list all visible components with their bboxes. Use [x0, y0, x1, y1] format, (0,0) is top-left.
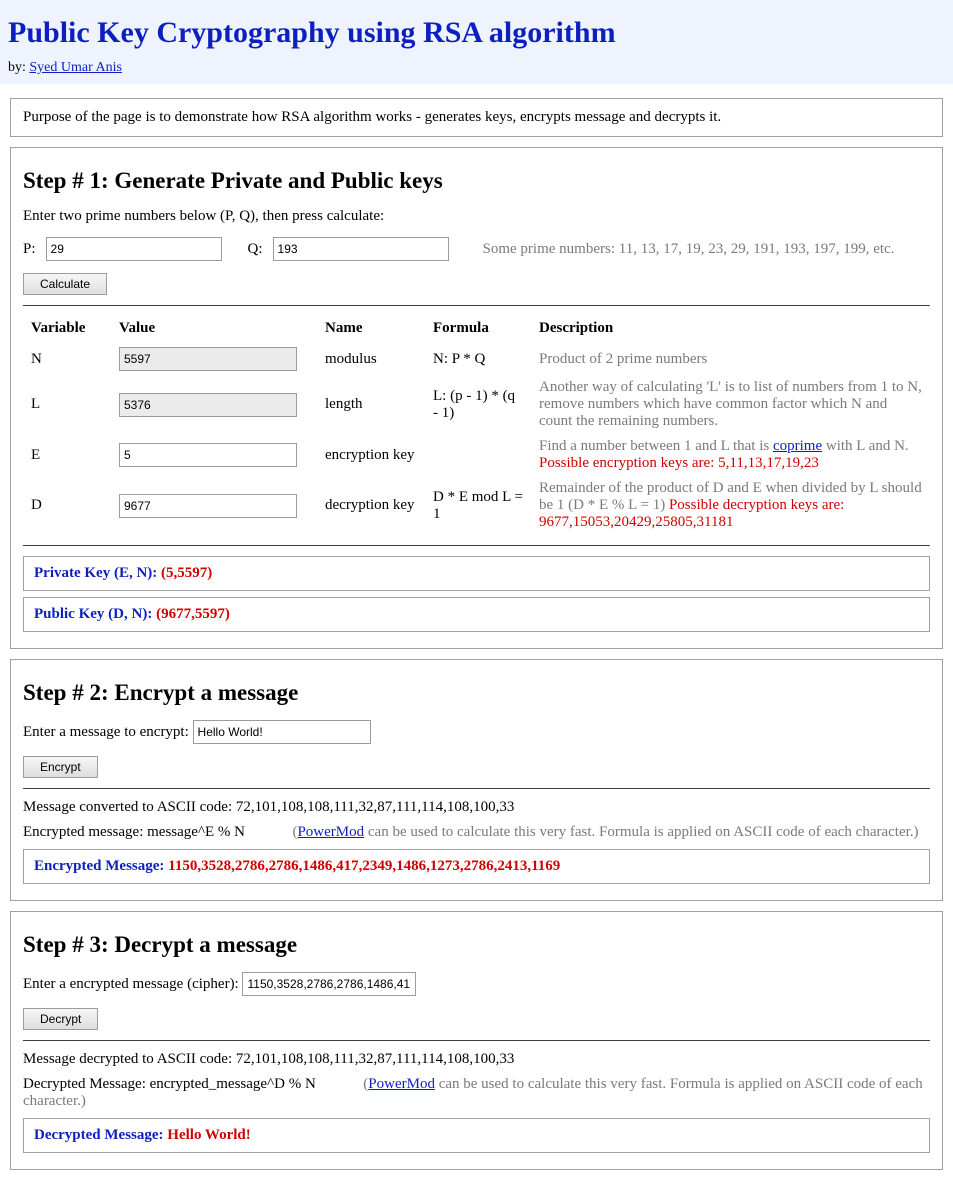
d-name: decryption key: [317, 476, 425, 535]
variables-table: Variable Value Name Formula Description …: [23, 316, 930, 535]
p-input[interactable]: [46, 237, 222, 261]
q-input[interactable]: [273, 237, 449, 261]
step1-title: Step # 1: Generate Private and Public ke…: [23, 168, 930, 194]
var-l: L: [23, 375, 111, 434]
table-row: D decryption key D * E mod L = 1 Remaind…: [23, 476, 930, 535]
p-label: P:: [23, 241, 36, 258]
table-row: L length L: (p - 1) * (q - 1) Another wa…: [23, 375, 930, 434]
table-row: N modulus N: P * Q Product of 2 prime nu…: [23, 343, 930, 375]
step1-panel: Step # 1: Generate Private and Public ke…: [10, 147, 943, 649]
col-name: Name: [317, 316, 425, 343]
private-key-label: Private Key (E, N):: [34, 565, 161, 581]
l-formula: L: (p - 1) * (q - 1): [425, 375, 531, 434]
encrypt-button[interactable]: Encrypt: [23, 756, 98, 778]
public-key-label: Public Key (D, N):: [34, 606, 156, 622]
prime-hint: Some prime numbers: 11, 13, 17, 19, 23, …: [483, 241, 895, 258]
divider: [23, 1040, 930, 1041]
encrypted-message-box: Encrypted Message: 1150,3528,2786,2786,1…: [23, 849, 930, 884]
byline: by: Syed Umar Anis: [8, 60, 945, 76]
by-prefix: by:: [8, 60, 29, 75]
e-name: encryption key: [317, 434, 425, 476]
n-formula: N: P * Q: [425, 343, 531, 375]
table-row: E encryption key Find a number between 1…: [23, 434, 930, 476]
d-desc: Remainder of the product of D and E when…: [531, 476, 930, 535]
l-value: [119, 393, 297, 417]
encrypted-label: Encrypted Message:: [34, 858, 168, 874]
encrypted-value: 1150,3528,2786,2786,1486,417,2349,1486,1…: [168, 858, 560, 874]
step1-prompt: Enter two prime numbers below (P, Q), th…: [23, 208, 930, 225]
divider: [23, 788, 930, 789]
coprime-link[interactable]: coprime: [773, 438, 822, 454]
decrypt-formula-line: Decrypted Message: encrypted_message^D %…: [23, 1076, 930, 1110]
n-name: modulus: [317, 343, 425, 375]
step2-title: Step # 2: Encrypt a message: [23, 680, 930, 706]
var-n: N: [23, 343, 111, 375]
step3-prompt-row: Enter a encrypted message (cipher):: [23, 972, 930, 996]
decrypted-message-box: Decrypted Message: Hello World!: [23, 1118, 930, 1153]
decrypted-label: Decrypted Message:: [34, 1127, 167, 1143]
pq-row: P: Q: Some prime numbers: 11, 13, 17, 19…: [23, 237, 930, 261]
page-title: Public Key Cryptography using RSA algori…: [8, 16, 945, 50]
public-key-box: Public Key (D, N): (9677,5597): [23, 597, 930, 632]
n-desc: Product of 2 prime numbers: [531, 343, 930, 375]
step3-title: Step # 3: Decrypt a message: [23, 932, 930, 958]
step3-panel: Step # 3: Decrypt a message Enter a encr…: [10, 911, 943, 1170]
col-value: Value: [111, 316, 317, 343]
col-formula: Formula: [425, 316, 531, 343]
col-description: Description: [531, 316, 930, 343]
divider: [23, 545, 930, 546]
d-value[interactable]: [119, 494, 297, 518]
d-formula: D * E mod L = 1: [425, 476, 531, 535]
public-key-value: (9677,5597): [156, 606, 230, 622]
step2-panel: Step # 2: Encrypt a message Enter a mess…: [10, 659, 943, 901]
l-name: length: [317, 375, 425, 434]
var-e: E: [23, 434, 111, 476]
step3-prompt: Enter a encrypted message (cipher):: [23, 976, 242, 992]
ascii-decoded: Message decrypted to ASCII code: 72,101,…: [23, 1051, 930, 1068]
e-value[interactable]: [119, 443, 297, 467]
e-formula: [425, 434, 531, 476]
powermod-link[interactable]: PowerMod: [297, 824, 364, 840]
encrypt-formula-line: Encrypted message: message^E % N (PowerM…: [23, 824, 930, 841]
e-desc: Find a number between 1 and L that is co…: [531, 434, 930, 476]
q-label: Q:: [248, 241, 263, 258]
purpose-panel: Purpose of the page is to demonstrate ho…: [10, 98, 943, 137]
divider: [23, 305, 930, 306]
decrypt-button[interactable]: Decrypt: [23, 1008, 98, 1030]
powermod-link-2[interactable]: PowerMod: [368, 1076, 435, 1092]
purpose-text: Purpose of the page is to demonstrate ho…: [23, 109, 721, 125]
private-key-value: (5,5597): [161, 565, 212, 581]
col-variable: Variable: [23, 316, 111, 343]
decrypted-value: Hello World!: [167, 1127, 250, 1143]
decrypt-input[interactable]: [242, 972, 416, 996]
encrypt-input[interactable]: [193, 720, 371, 744]
ascii-encoded: Message converted to ASCII code: 72,101,…: [23, 799, 930, 816]
n-value: [119, 347, 297, 371]
l-desc: Another way of calculating 'L' is to lis…: [531, 375, 930, 434]
step2-prompt-row: Enter a message to encrypt:: [23, 720, 930, 744]
page-header: Public Key Cryptography using RSA algori…: [0, 0, 953, 84]
step2-prompt: Enter a message to encrypt:: [23, 724, 193, 740]
private-key-box: Private Key (E, N): (5,5597): [23, 556, 930, 591]
author-link[interactable]: Syed Umar Anis: [29, 60, 122, 75]
calculate-button[interactable]: Calculate: [23, 273, 107, 295]
var-d: D: [23, 476, 111, 535]
